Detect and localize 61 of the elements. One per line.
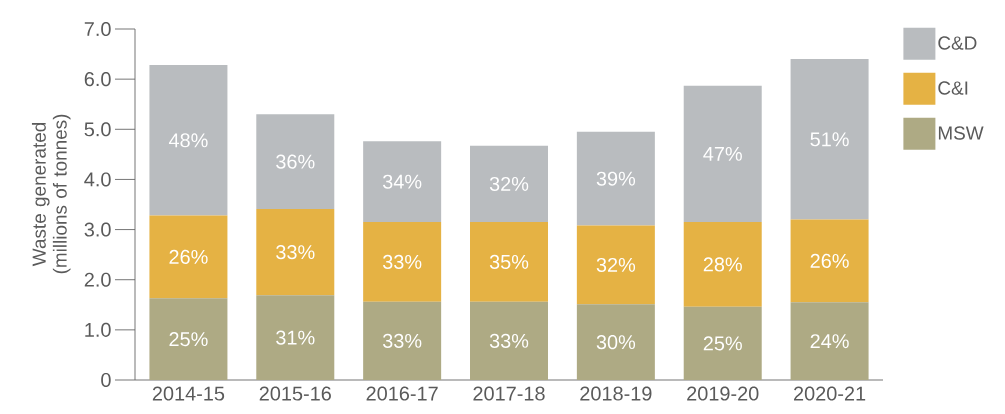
annotation: 31% [276,330,315,345]
y-tick-label: 4.0 [84,172,111,187]
bar [683,85,762,223]
annotation: 35% [489,254,529,269]
bar [256,209,335,296]
annotation: 26% [169,249,208,264]
x-tick-label: 2020-21 [794,386,866,401]
bar [363,141,442,223]
bar [256,114,335,210]
annotation: 24% [810,334,849,349]
annotation: 32% [489,176,529,191]
x-tick-label: 2014-15 [152,386,225,401]
bar [149,298,228,380]
x-tick-label: 2017-18 [473,386,545,401]
bar [790,59,869,220]
annotation: 25% [169,332,208,347]
annotation: 33% [276,245,315,260]
bar [149,215,228,299]
legend-label: C&D [938,36,977,50]
y-tick-label: 7.0 [84,21,111,37]
bar [790,302,869,380]
x-tick-label: 2015-16 [259,386,331,401]
bar [363,222,442,302]
y-axis-title: Waste generated (millions of tonnes) [31,114,71,274]
annotation: 25% [703,336,742,351]
annotation: 33% [382,254,422,269]
y-tick-label: 3.0 [84,222,111,237]
bar [576,225,655,305]
annotation: 28% [703,257,742,272]
bar [363,301,442,380]
annotation: 36% [276,154,315,169]
bar [683,222,762,307]
x-tick-label: 2016-17 [366,386,438,401]
y-tick-label: 2.0 [84,272,111,287]
y-tick-label: 6.0 [84,72,111,87]
annotation: 30% [596,335,636,350]
bar [683,306,762,380]
annotation: 51% [810,132,849,147]
x-tick-label: 2018-19 [580,386,652,401]
annotation: 33% [489,333,529,348]
annotation: 47% [703,146,742,161]
legend-label: MSW [938,126,984,140]
bar [576,304,655,380]
y-tick-label: 0 [101,372,111,388]
bar [149,65,228,216]
legend-label: C&I [938,81,968,95]
bar [470,145,548,223]
bar [256,295,335,380]
annotation: 33% [382,333,422,348]
bar [470,301,548,380]
bar [576,131,655,226]
bar [470,222,548,302]
bar [790,219,869,303]
x-tick-label: 2019-20 [687,386,759,401]
annotation: 26% [810,253,849,268]
y-tick-label: 1.0 [85,322,111,337]
annotation: 32% [596,257,636,272]
y-tick-label: 5.0 [84,122,111,137]
annotation: 39% [596,171,636,186]
annotation: 34% [382,174,422,189]
annotation: 48% [168,133,208,148]
